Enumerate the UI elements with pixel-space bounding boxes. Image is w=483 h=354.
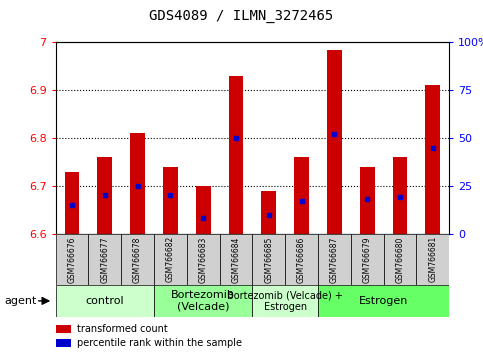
Bar [98,157,112,234]
Bar [261,190,276,234]
Bar [318,234,351,285]
Text: GSM766679: GSM766679 [363,236,372,283]
Bar [416,234,449,285]
Text: GSM766684: GSM766684 [231,236,241,282]
Bar [56,339,71,347]
Bar [154,285,252,317]
Text: GSM766682: GSM766682 [166,236,175,282]
Bar [252,234,285,285]
Bar [228,76,243,234]
Bar [426,85,440,234]
Bar [65,171,79,234]
Bar [56,325,71,333]
Text: GDS4089 / ILMN_3272465: GDS4089 / ILMN_3272465 [149,9,334,23]
Bar [130,133,145,234]
Bar [318,285,449,317]
Bar [154,234,187,285]
Bar [56,285,154,317]
Bar [196,186,211,234]
Text: percentile rank within the sample: percentile rank within the sample [77,338,242,348]
Text: Bortezomib
(Velcade): Bortezomib (Velcade) [171,290,235,312]
Bar [56,234,88,285]
Text: GSM766677: GSM766677 [100,236,109,283]
Text: Bortezomib (Velcade) +
Estrogen: Bortezomib (Velcade) + Estrogen [227,290,343,312]
Bar [88,234,121,285]
Bar [360,167,374,234]
Text: GSM766683: GSM766683 [199,236,208,282]
Bar [327,50,342,234]
Text: GSM766681: GSM766681 [428,236,437,282]
Bar [351,234,384,285]
Text: GSM766676: GSM766676 [68,236,76,283]
Bar [294,157,309,234]
Bar [187,234,220,285]
Bar [252,285,318,317]
Text: agent: agent [5,296,37,306]
Text: GSM766680: GSM766680 [396,236,404,282]
Text: GSM766687: GSM766687 [330,236,339,282]
Text: GSM766685: GSM766685 [264,236,273,282]
Bar [393,157,407,234]
Text: transformed count: transformed count [77,324,168,334]
Text: Estrogen: Estrogen [359,296,408,306]
Bar [384,234,416,285]
Bar [220,234,252,285]
Text: GSM766678: GSM766678 [133,236,142,282]
Bar [121,234,154,285]
Text: GSM766686: GSM766686 [297,236,306,282]
Text: control: control [85,296,124,306]
Bar [163,167,178,234]
Bar [285,234,318,285]
